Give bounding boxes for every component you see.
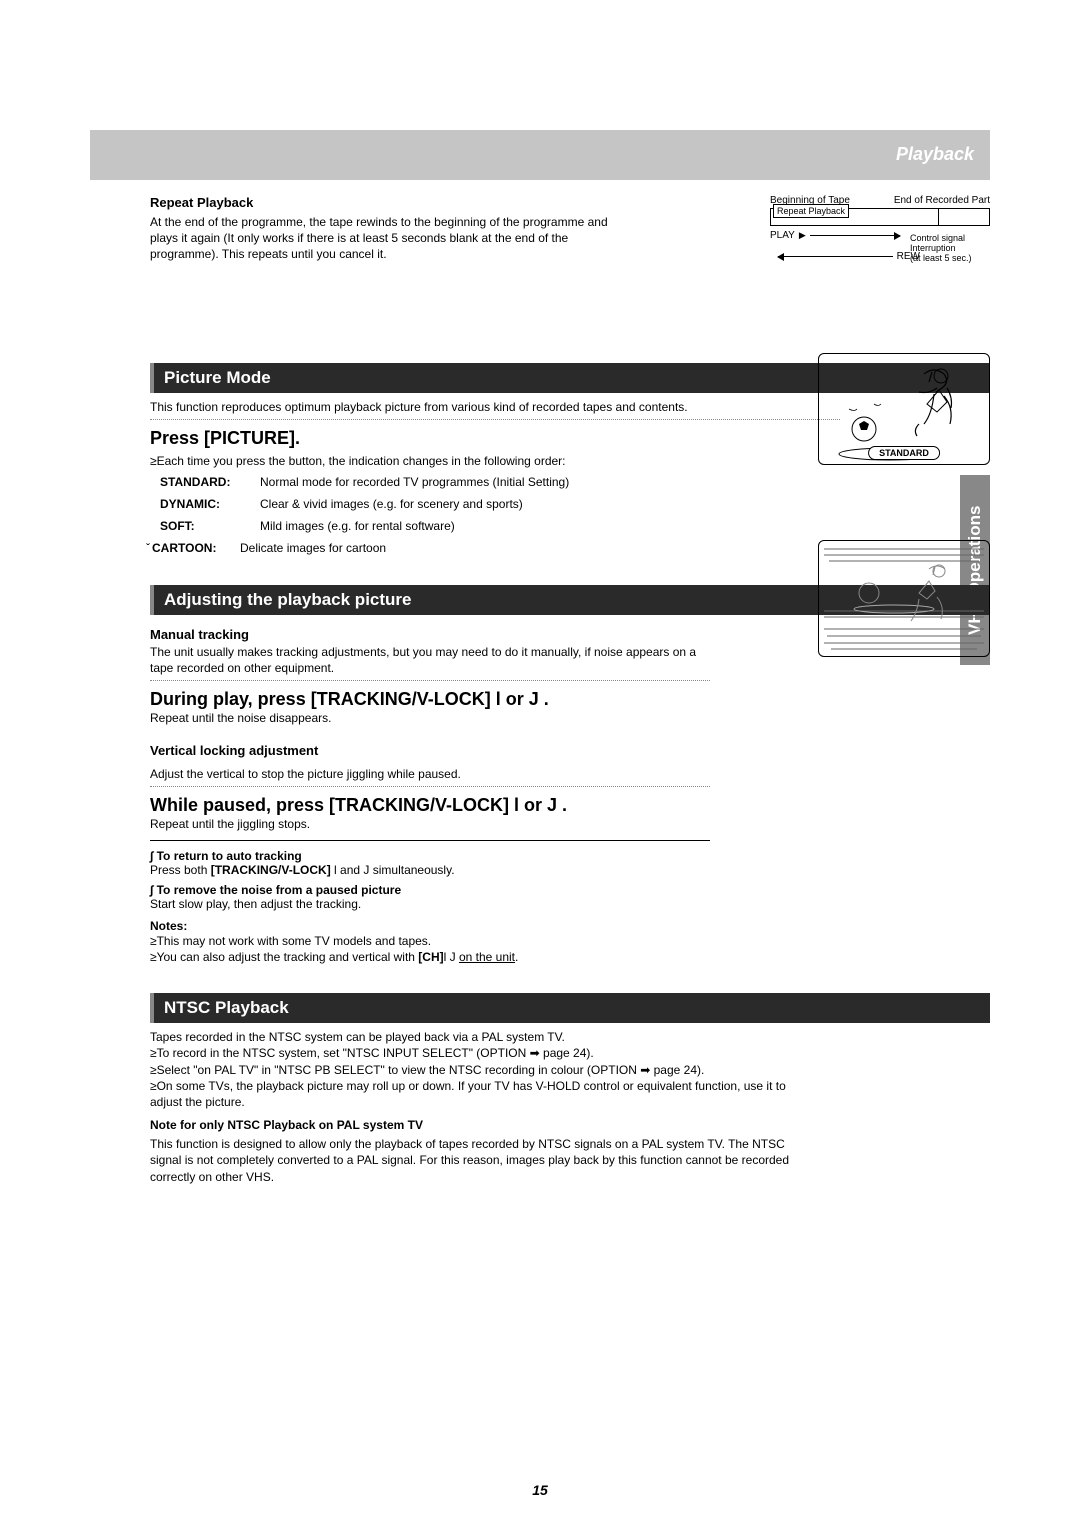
rp-play-label: PLAY: [770, 230, 795, 241]
mode-label: STANDARD:: [160, 475, 260, 489]
remove-noise-body: Start slow play, then adjust the trackin…: [150, 897, 990, 911]
repeat-playback-diagram: Beginning of Tape End of Recorded Part R…: [770, 195, 990, 262]
noise-svg: [819, 541, 989, 656]
rp-note2: Interruption: [910, 243, 990, 253]
rp-tape-bar: Repeat Playback: [770, 208, 990, 226]
picture-mode-illustration: STANDARD: [818, 353, 990, 465]
while-paused-instruction: While paused, press [TRACKING/V-LOCK] l …: [150, 795, 990, 816]
manual-tracking-title: Manual tracking: [150, 625, 710, 644]
rp-side-note: Control signal Interruption (at least 5 …: [910, 233, 990, 263]
repeat-playback-body: At the end of the programme, the tape re…: [150, 214, 630, 263]
mode-label: CARTOON:: [152, 541, 240, 555]
mode-row: STANDARD: Normal mode for recorded TV pr…: [160, 475, 990, 489]
vertical-locking-body: Adjust the vertical to stop the picture …: [150, 766, 710, 782]
ntsc-line2: ≥To record in the NTSC system, set "NTSC…: [150, 1045, 990, 1061]
tracking-noise-illustration: [818, 540, 990, 657]
down-arrow-icon: ˇ: [146, 541, 150, 555]
ntsc-note-body: This function is designed to allow only …: [150, 1136, 790, 1185]
return-body-prefix: Press both: [150, 863, 211, 877]
during-play-note: Repeat until the noise disappears.: [150, 710, 990, 726]
return-body-suffix: l and J simultaneously.: [331, 863, 455, 877]
dotted-sep: [150, 419, 840, 420]
page-number: 15: [0, 1482, 1080, 1498]
manual-tracking-body: The unit usually makes tracking adjustme…: [150, 644, 710, 676]
play-icon: ▶: [799, 230, 806, 241]
note2-part: .: [515, 950, 518, 964]
note-1: ≥This may not work with some TV models a…: [150, 933, 990, 949]
repeat-playback-title: Repeat Playback: [150, 195, 630, 210]
mode-desc: Delicate images for cartoon: [240, 541, 386, 555]
rp-note1: Control signal: [910, 233, 990, 243]
notes-title: Notes:: [150, 919, 990, 933]
mode-row: SOFT: Mild images (e.g. for rental softw…: [160, 519, 990, 533]
repeat-playback-section: Repeat Playback At the end of the progra…: [150, 195, 630, 263]
while-paused-note: Repeat until the jiggling stops.: [150, 816, 990, 832]
dotted-sep: [150, 680, 710, 681]
picture-mode-diagram-label: STANDARD: [868, 446, 940, 460]
content-area: Repeat Playback At the end of the progra…: [150, 195, 990, 1185]
ntsc-note-title: Note for only NTSC Playback on PAL syste…: [150, 1118, 990, 1132]
rp-rew-arrow: [778, 256, 893, 257]
mode-label: DYNAMIC:: [160, 497, 260, 511]
note2-part: l J: [444, 950, 459, 964]
ntsc-line4: ≥On some TVs, the playback picture may r…: [150, 1078, 790, 1110]
mode-desc: Normal mode for recorded TV programmes (…: [260, 475, 569, 489]
during-play-instruction: During play, press [TRACKING/V-LOCK] l o…: [150, 689, 990, 710]
rp-tick: [938, 208, 939, 226]
vertical-locking-title: Vertical locking adjustment: [150, 741, 710, 760]
dotted-sep: [150, 786, 710, 787]
header-title: Playback: [896, 144, 974, 165]
rp-box-label: Repeat Playback: [773, 204, 849, 218]
rp-play-arrow: [810, 235, 900, 236]
rp-right-label: End of Recorded Part: [894, 195, 990, 206]
tracking-vlock-bold: [TRACKING/V-LOCK]: [211, 863, 331, 877]
return-auto-tracking-body: Press both [TRACKING/V-LOCK] l and J sim…: [150, 863, 990, 877]
mode-label: SOFT:: [160, 519, 260, 533]
note2-bold: [CH]: [418, 950, 443, 964]
mode-desc: Mild images (e.g. for rental software): [260, 519, 455, 533]
mode-row: DYNAMIC: Clear & vivid images (e.g. for …: [160, 497, 990, 511]
header-band: Playback: [90, 130, 990, 180]
remove-noise-title: ∫ To remove the noise from a paused pict…: [150, 883, 990, 897]
ntsc-bar: NTSC Playback: [150, 993, 990, 1023]
note2-part: ≥You can also adjust the tracking and ve…: [150, 950, 418, 964]
mode-desc: Clear & vivid images (e.g. for scenery a…: [260, 497, 523, 511]
note2-underlined: on the unit: [459, 950, 515, 964]
ntsc-line3: ≥Select "on PAL TV" in "NTSC PB SELECT" …: [150, 1062, 990, 1078]
note-2: ≥You can also adjust the tracking and ve…: [150, 949, 990, 965]
ntsc-line1: Tapes recorded in the NTSC system can be…: [150, 1029, 990, 1045]
return-auto-tracking-title: ∫ To return to auto tracking: [150, 849, 990, 863]
rp-note3: (at least 5 sec.): [910, 253, 990, 263]
separator-line: [150, 840, 710, 841]
manual-page: Playback VHS Operations Repeat Playback …: [0, 0, 1080, 1528]
